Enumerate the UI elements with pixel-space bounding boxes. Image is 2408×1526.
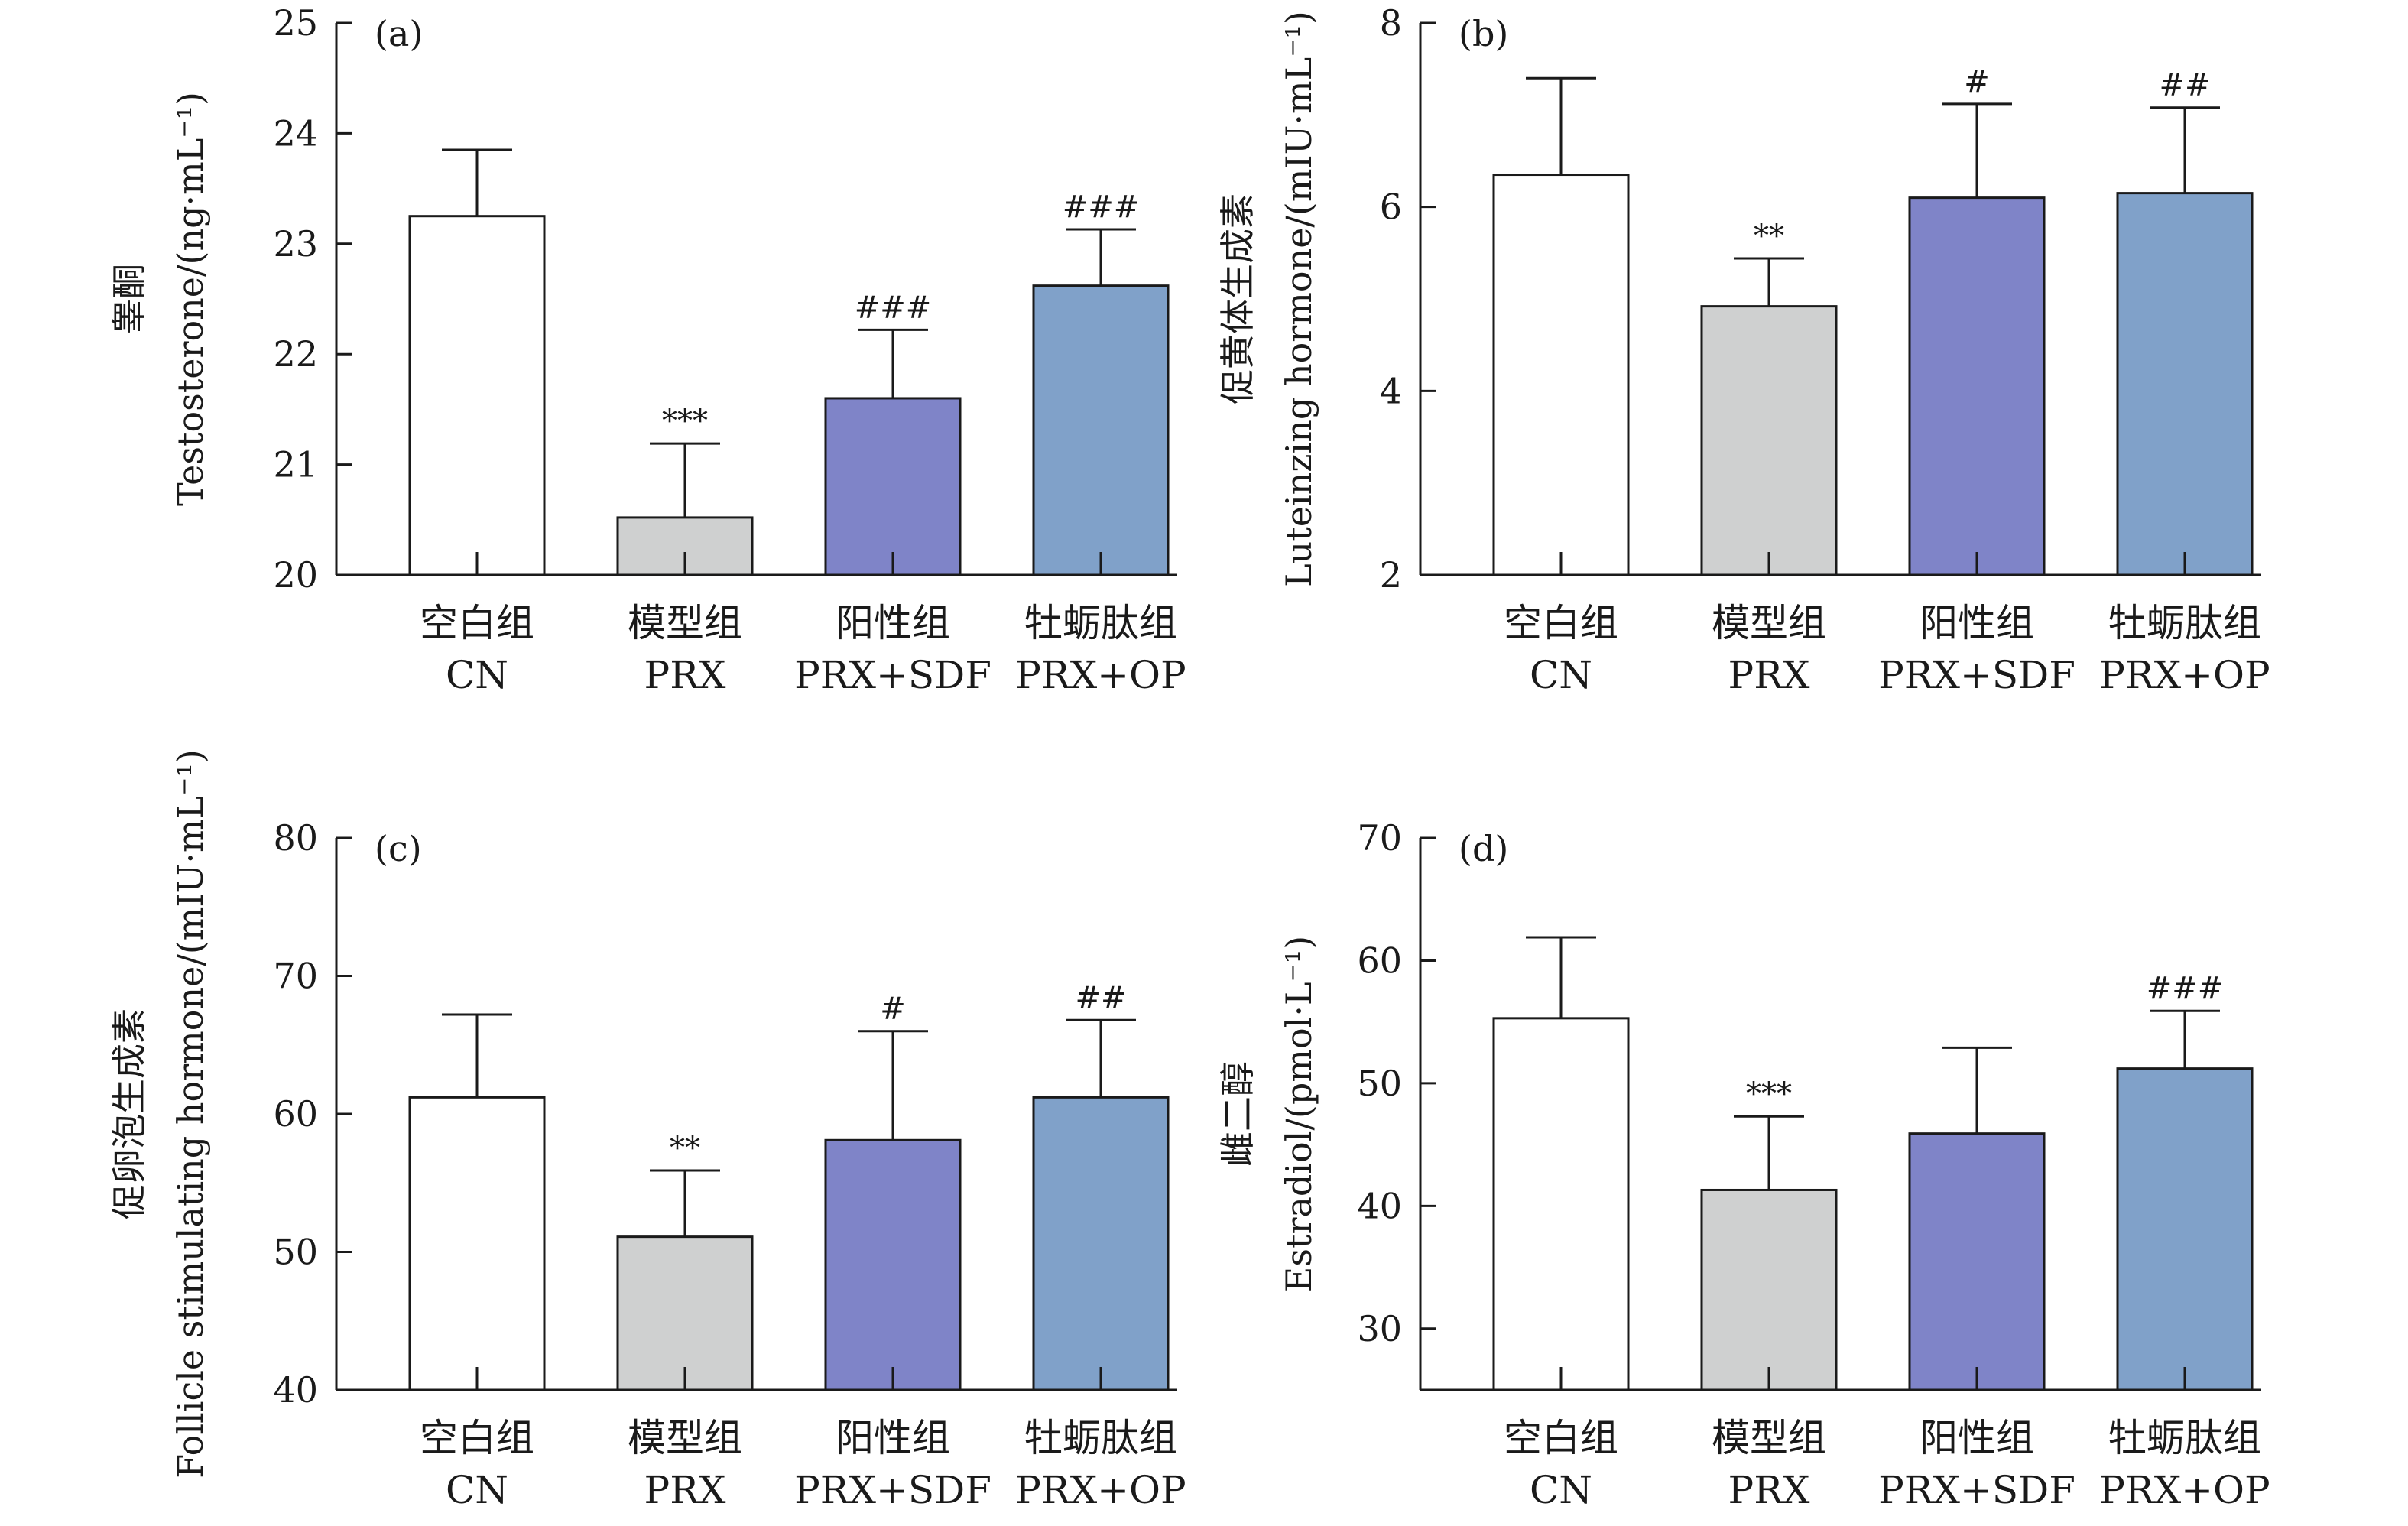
y-tick-label: 50 [273,1232,318,1273]
x-category-label-en: PRX [644,653,726,697]
y-tick-label: 8 [1380,2,1402,44]
y-axis-label-cn: 雌二醇 [1217,1061,1258,1167]
y-axis-label-cn: 促卵泡生成素 [109,1008,150,1219]
x-category-label-en: CN [1530,1468,1592,1512]
bar-cn [1492,174,1630,576]
x-category-label-en: CN [1530,653,1592,697]
x-category-label-cn: 模型组 [1712,601,1826,645]
panel-tag: (d) [1459,828,1508,869]
y-tick-label: 30 [1357,1308,1402,1349]
y-axis-label-en: Follicle stimulating hormone/(mIU·mL⁻¹) [170,749,211,1479]
x-category-label-cn: 牡蛎肽组 [2108,601,2261,645]
bar-prx-op [1032,1096,1170,1391]
bar-cn [408,1096,546,1391]
bar-cn [1492,1017,1630,1391]
x-category-label-en: PRX+SDF [794,1468,991,1512]
significance-label: *** [662,404,708,439]
x-category-label-en: CN [446,1468,508,1512]
chart-panel-c: 40 50 60 70 80 (c) 促卵泡生成素 Follicle stimulating … [109,749,1186,1512]
y-tick-label: 4 [1380,370,1402,411]
y-tick-label: 60 [273,1093,318,1135]
bar-prx-sdf [1908,1132,2046,1391]
chart-panel-a: 20 21 22 23 24 25 (a) 睾酮 Testosterone/(ng·mL⁻¹) 空… [109,2,1186,697]
panel-tag: (c) [375,828,422,869]
significance-label: *** [1746,1076,1792,1112]
y-tick-label: 80 [273,817,318,859]
y-tick-label: 21 [273,444,318,485]
x-category-label-en: PRX+SDF [794,653,991,697]
bar-prx-op [2116,1067,2254,1391]
y-tick-label: 40 [1357,1185,1402,1226]
x-category-label-cn: 空白组 [420,601,534,645]
significance-label: ### [855,290,932,325]
significance-label: # [1964,64,1990,99]
y-axis-label-cn: 促黄体生成素 [1217,193,1258,404]
significance-label: ** [670,1131,700,1166]
panel-tag: (b) [1459,13,1508,54]
x-category-label-en: CN [446,653,508,697]
y-tick-label: 25 [273,2,318,44]
bar-prx [1700,1188,1838,1391]
chart-panel-d: 30 40 50 60 70 (d) 雌二醇 Estradiol/(pmol·L⁻¹) 空白组 C… [1217,817,2270,1512]
y-tick-label: 2 [1380,554,1402,596]
chart-panel-b: 2 4 6 8 (b) 促黄体生成素 Luteinzing hormone/(mIU·mL⁻… [1217,2,2270,697]
x-category-label-cn: 空白组 [420,1416,534,1460]
y-tick-label: 6 [1380,187,1402,228]
x-category-label-en: PRX+OP [2099,653,2270,697]
x-category-label-en: PRX+OP [1015,1468,1186,1512]
x-category-label-cn: 空白组 [1504,1416,1618,1460]
y-tick-label: 70 [273,956,318,997]
bar-prx-op [2116,192,2254,576]
x-category-label-cn: 空白组 [1504,601,1618,645]
x-category-label-cn: 模型组 [1712,1416,1826,1460]
bar-prx-sdf [824,1138,962,1391]
y-tick-label: 40 [273,1369,318,1411]
panel-tag: (a) [375,13,423,54]
x-category-label-cn: 模型组 [628,601,742,645]
bar-prx [1700,305,1838,576]
bar-prx-sdf [824,397,962,576]
y-tick-label: 70 [1357,817,1402,859]
significance-label: ## [1075,980,1126,1015]
x-category-label-en: PRX+SDF [1878,1468,2075,1512]
significance-label: ### [2147,971,2224,1006]
x-category-label-cn: 牡蛎肽组 [1024,1416,1177,1460]
y-axis-label-en: Estradiol/(pmol·L⁻¹) [1278,936,1319,1292]
y-tick-label: 22 [273,333,318,375]
x-category-label-cn: 阳性组 [836,601,950,645]
significance-label: ## [2159,68,2210,103]
y-axis-label-cn: 睾酮 [109,264,150,334]
x-category-label-cn: 阳性组 [836,1416,950,1460]
bar-prx-sdf [1908,196,2046,576]
y-axis-label-en: Testosterone/(ng·mL⁻¹) [170,92,211,506]
x-category-label-en: PRX+OP [2099,1468,2270,1512]
y-tick-label: 60 [1357,940,1402,981]
x-category-label-en: PRX+SDF [1878,653,2075,697]
x-category-label-cn: 阳性组 [1920,601,2034,645]
x-category-label-cn: 模型组 [628,1416,742,1460]
y-axis-label-en: Luteinzing hormone/(mIU·mL⁻¹) [1278,11,1319,587]
significance-label: ### [1063,190,1140,225]
bar-cn [408,215,546,576]
y-tick-label: 50 [1357,1063,1402,1104]
y-tick-label: 23 [273,223,318,265]
y-tick-label: 24 [273,112,318,154]
x-category-label-en: PRX [1728,653,1810,697]
x-category-label-en: PRX [644,1468,726,1512]
x-category-label-cn: 牡蛎肽组 [1024,601,1177,645]
y-tick-label: 20 [273,554,318,596]
bar-prx-op [1032,284,1170,576]
x-category-label-cn: 阳性组 [1920,1416,2034,1460]
x-category-label-en: PRX [1728,1468,1810,1512]
x-category-label-en: PRX+OP [1015,653,1186,697]
x-category-label-cn: 牡蛎肽组 [2108,1416,2261,1460]
significance-label: # [880,992,906,1027]
significance-label: ** [1754,219,1784,254]
bar-prx [616,1235,754,1391]
